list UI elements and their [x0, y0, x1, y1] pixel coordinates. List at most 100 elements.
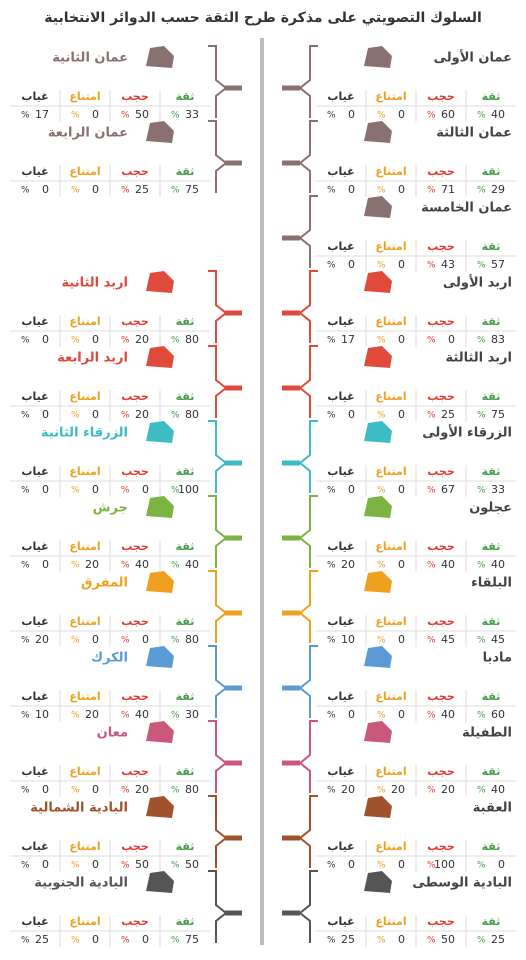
column-header: ثقة: [176, 840, 195, 853]
cell-unit: %: [427, 786, 436, 796]
cell-value: 83: [491, 333, 505, 346]
cell-value: 0: [348, 483, 355, 496]
cell-unit: %: [327, 111, 336, 121]
bracket: [208, 345, 228, 418]
column-header: ثقة: [482, 90, 501, 103]
region-map: [146, 46, 174, 68]
cell-unit: %: [121, 711, 130, 721]
column-header: غياب: [327, 765, 354, 778]
cell-value: 0: [42, 858, 49, 871]
cell-unit: %: [71, 861, 80, 871]
bracket: [298, 270, 318, 343]
cell-unit: %: [171, 861, 180, 871]
column-header: غياب: [21, 165, 48, 178]
column-header: غياب: [327, 165, 354, 178]
cell-value: 0: [92, 858, 99, 871]
cell-value: 0: [398, 408, 405, 421]
column-header: حجب: [121, 90, 149, 103]
column-header: حجب: [427, 615, 455, 628]
column-header: ثقة: [482, 840, 501, 853]
column-header: امتناع: [375, 315, 406, 328]
cell-unit: %: [427, 186, 436, 196]
column-header: ثقة: [482, 615, 501, 628]
column-header: امتناع: [375, 90, 406, 103]
cell-value: 50: [185, 858, 199, 871]
cell-value: 25: [491, 933, 505, 946]
cell-value: 30: [185, 708, 199, 721]
cell-unit: %: [71, 636, 80, 646]
district-name: جرش: [93, 501, 128, 516]
cell-value: 0: [398, 483, 405, 496]
region-map: [146, 121, 174, 143]
cell-value: 0: [398, 258, 405, 271]
column-header: ثقة: [176, 465, 195, 478]
cell-unit: %: [427, 111, 436, 121]
cell-unit: %: [71, 936, 80, 946]
bracket: [208, 795, 228, 868]
column-header: حجب: [427, 465, 455, 478]
column-header: امتناع: [69, 390, 100, 403]
column-header: غياب: [21, 465, 48, 478]
cell-unit: %: [171, 411, 180, 421]
cell-value: 0: [348, 258, 355, 271]
district-name: اربد الثانية: [62, 276, 128, 291]
bracket: [298, 870, 318, 943]
column-header: حجب: [427, 315, 455, 328]
cell-value: 80: [185, 333, 199, 346]
cell-value: 0: [42, 558, 49, 571]
column-header: ثقة: [176, 90, 195, 103]
cell-unit: %: [21, 336, 30, 346]
cell-unit: %: [121, 111, 130, 121]
bracket: [208, 720, 228, 793]
column-header: ثقة: [176, 165, 195, 178]
column-header: امتناع: [69, 690, 100, 703]
column-header: حجب: [427, 765, 455, 778]
column-header: حجب: [121, 615, 149, 628]
cell-value: 17: [35, 108, 49, 121]
cell-value: 0: [398, 858, 405, 871]
district-name: عمان الأولى: [434, 49, 512, 66]
cell-unit: %: [121, 561, 130, 571]
region-map: [364, 421, 392, 443]
district-name: اربد الثالثة: [446, 351, 512, 366]
cell-value: 0: [142, 933, 149, 946]
cell-value: 10: [35, 708, 49, 721]
cell-unit: %: [171, 786, 180, 796]
cell-value: 40: [135, 708, 149, 721]
cell-unit: %: [21, 111, 30, 121]
cell-unit: %: [121, 936, 130, 946]
region-map: [364, 346, 392, 368]
district-name: عمان الخامسة: [421, 201, 512, 216]
cell-value: 71: [441, 183, 455, 196]
column-header: امتناع: [69, 615, 100, 628]
column-header: غياب: [21, 915, 48, 928]
column-header: ثقة: [176, 915, 195, 928]
cell-unit: %: [21, 486, 30, 496]
cell-unit: %: [71, 486, 80, 496]
cell-unit: %: [427, 936, 436, 946]
column-header: غياب: [21, 540, 48, 553]
district-name: العقبة: [473, 801, 512, 816]
region-map: [146, 721, 174, 743]
district-name: مادبا: [483, 651, 512, 666]
cell-value: 0: [398, 933, 405, 946]
cell-unit: %: [71, 561, 80, 571]
cell-unit: %: [121, 336, 130, 346]
cell-value: 20: [341, 558, 355, 571]
cell-unit: %: [121, 786, 130, 796]
cell-value: 29: [491, 183, 505, 196]
cell-value: 25: [441, 408, 455, 421]
cell-value: 20: [85, 558, 99, 571]
column-header: ثقة: [482, 915, 501, 928]
cell-unit: %: [477, 411, 486, 421]
district-name: البلقاء: [471, 576, 512, 591]
cell-value: 40: [185, 558, 199, 571]
column-header: امتناع: [375, 465, 406, 478]
cell-value: 0: [348, 108, 355, 121]
cell-value: 40: [491, 558, 505, 571]
cell-unit: %: [71, 336, 80, 346]
column-header: امتناع: [69, 315, 100, 328]
district-name: معان: [97, 726, 128, 741]
cell-value: 20: [341, 783, 355, 796]
